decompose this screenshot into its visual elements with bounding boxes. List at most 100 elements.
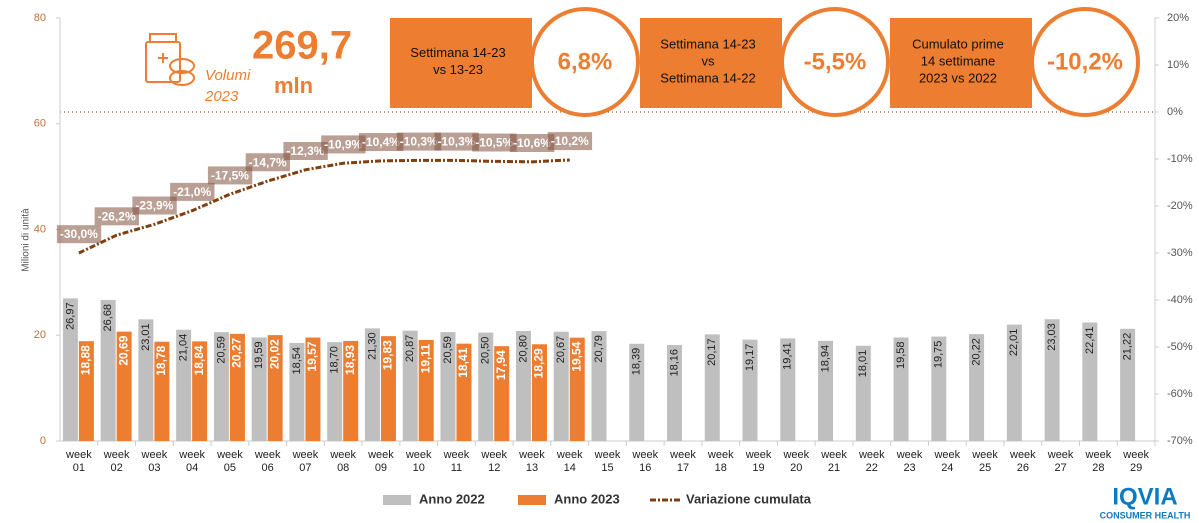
value-label: 18,94 <box>819 345 831 373</box>
info-text: vs 13-23 <box>433 62 483 77</box>
bar <box>364 328 380 441</box>
value-label: -10,9% <box>324 137 362 151</box>
x-tick-label: week 16 <box>632 449 659 474</box>
x-tick-label: week 03 <box>141 449 168 474</box>
value-label: 20,22 <box>970 338 982 366</box>
value-label: 19,75 <box>933 341 945 369</box>
value-label: 20,02 <box>267 339 281 369</box>
unit: mln <box>274 73 313 98</box>
x-tick-label: week 24 <box>934 449 961 474</box>
value-label: -10,4% <box>362 135 400 149</box>
value-label: 19,58 <box>895 341 907 369</box>
value-label: 18,88 <box>79 345 93 375</box>
bar <box>667 344 683 441</box>
bar <box>818 340 834 441</box>
info-circle <box>530 7 640 117</box>
label-bg <box>547 132 593 151</box>
bar <box>742 339 758 441</box>
logo: IQVIA <box>1112 483 1177 510</box>
label-bg <box>396 132 442 151</box>
logo-sub: CONSUMER HEALTH <box>1100 510 1191 520</box>
info-box <box>890 18 1032 108</box>
y-tick-label: 40 <box>34 223 46 235</box>
y-tick-label: 60 <box>34 118 46 130</box>
caption: Volumi <box>205 67 251 84</box>
value-label: 26,97 <box>64 302 76 330</box>
bar <box>591 331 607 441</box>
value-label: 20,59 <box>215 336 227 364</box>
value-label: 26,68 <box>102 304 114 332</box>
value-label: 17,94 <box>494 350 508 380</box>
y2-tick-label: 10% <box>1167 59 1189 71</box>
value-label: 19,57 <box>305 341 319 371</box>
value-label: 21,22 <box>1122 333 1134 361</box>
bar <box>213 332 229 441</box>
value-label: 19,11 <box>418 344 432 374</box>
value-label: 18,41 <box>456 347 470 377</box>
label-bg <box>245 153 291 172</box>
bar <box>478 332 494 441</box>
bar <box>78 341 94 441</box>
bar <box>192 341 208 441</box>
y2-tick-label: 0% <box>1167 106 1183 118</box>
bar <box>1120 328 1136 441</box>
info-value: -5,5% <box>804 48 867 75</box>
bar <box>780 338 796 441</box>
bar <box>116 331 132 441</box>
y2-tick-label: -30% <box>1167 247 1193 259</box>
legend-swatch <box>383 495 411 505</box>
bar <box>553 331 569 441</box>
bar <box>494 346 510 441</box>
y-axis-label: Milioni di unità <box>21 208 32 272</box>
y2-tick-label: -10% <box>1167 153 1193 165</box>
value-label: 19,83 <box>381 340 395 370</box>
x-tick-label: week 04 <box>179 449 205 474</box>
label-bg <box>94 207 139 226</box>
x-tick-label: week 02 <box>103 449 130 474</box>
x-tick-label: week 06 <box>254 449 281 474</box>
bar <box>704 334 720 441</box>
value-label: 18,01 <box>857 350 869 378</box>
bar <box>1044 319 1060 441</box>
x-tick-label: week 23 <box>896 449 923 474</box>
x-tick-label: week 13 <box>519 449 545 474</box>
bar <box>893 337 909 441</box>
x-tick-label: week 14 <box>556 449 583 474</box>
bar <box>515 331 531 441</box>
value-label: -10,6% <box>513 136 551 150</box>
info-text: vs <box>702 53 716 68</box>
value-label: 18,78 <box>154 345 168 375</box>
label-bg <box>434 132 479 151</box>
y2-tick-label: -40% <box>1167 294 1193 306</box>
value-label: -26,2% <box>98 209 136 223</box>
label-bg <box>283 141 328 160</box>
value-label: 18,93 <box>343 345 357 375</box>
label-bg <box>509 133 555 152</box>
bar <box>1006 324 1022 441</box>
bar <box>418 339 434 441</box>
x-tick-label: week 18 <box>707 449 734 474</box>
value-label: -10,5% <box>475 136 513 150</box>
label-bg <box>56 225 102 244</box>
y2-tick-label: 20% <box>1167 12 1189 24</box>
y2-tick-label: -50% <box>1167 341 1193 353</box>
value-label: 20,69 <box>116 335 130 365</box>
x-tick-label: week 26 <box>1010 449 1036 474</box>
value-label: 18,54 <box>291 347 303 375</box>
legend-swatch <box>518 495 546 505</box>
value-label: 22,41 <box>1084 327 1096 355</box>
value-label: 20,50 <box>480 337 492 365</box>
bar <box>343 340 359 441</box>
x-tick-label: week 07 <box>292 449 319 474</box>
value-label: 20,80 <box>517 335 529 363</box>
x-tick-label: week 11 <box>443 449 470 474</box>
value-label: -21,0% <box>173 185 211 199</box>
bar <box>327 342 343 441</box>
value-label: -10,3% <box>400 135 438 149</box>
info-text: 14 settimane <box>921 53 995 68</box>
y2-tick-label: -70% <box>1167 435 1193 447</box>
value-label: 19,54 <box>569 341 583 371</box>
bar <box>251 337 267 441</box>
